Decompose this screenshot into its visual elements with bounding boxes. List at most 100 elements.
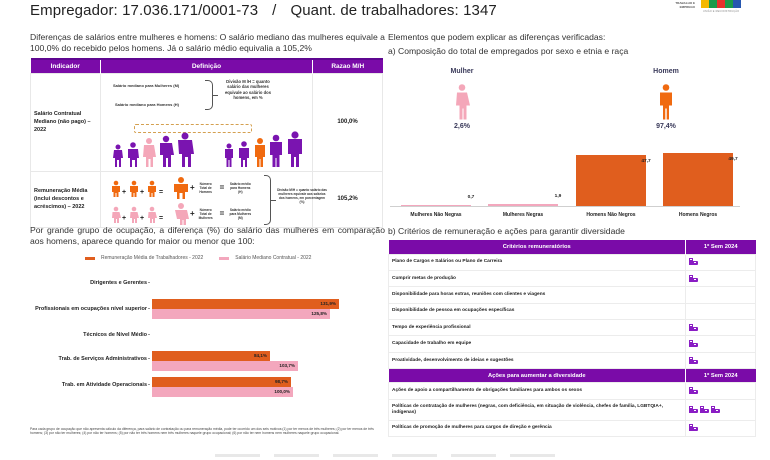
bar-median: 125,8% [152, 309, 330, 319]
criteria-label: Disponibilidade para horas extras, reuni… [388, 286, 686, 304]
category-label: Homens Não Negros [586, 212, 636, 218]
indicator-label: Remuneração Média (inclui descontos e ac… [30, 170, 101, 228]
table-row: Disponibilidade para horas extras, reuni… [388, 286, 756, 304]
ministry-text: TRABALHO E EMPREGO [675, 1, 695, 9]
svg-text:+: + [140, 215, 144, 222]
criteria-mark [685, 253, 756, 271]
median-men-label: Salário mediano para Homens (H) [115, 101, 180, 107]
header-definition: Definição [100, 58, 313, 73]
brasil-logo-icon [701, 0, 741, 8]
x-axis [390, 206, 740, 207]
women-percentage: 2,6% [454, 123, 470, 130]
workplace-building-icon [689, 356, 698, 364]
header-period: 1º Sem 2024 [685, 240, 756, 254]
table-row: Capacidade de trabalho em equipe [388, 335, 756, 353]
category-label: Mulheres Negras [502, 212, 544, 218]
plus-sign: + [190, 183, 195, 192]
criteria-label: Disponibilidade de pessoa em ocupações e… [388, 302, 686, 321]
women-avg-label: Salário médio para Mulheres (M) [229, 207, 252, 220]
table-row: Ações de apoio a compartilhamento de obr… [388, 382, 756, 400]
category-label: Profissionais em ocupações nível superio… [35, 306, 150, 312]
table-row: Políticas de contratação de mulheres (ne… [388, 398, 756, 421]
man-icon [660, 84, 672, 120]
indicator-table: Indicador Definição Razao M/H Salário Co… [30, 58, 383, 228]
men-percentage: 97,4% [656, 123, 676, 130]
median-highlight-box [134, 123, 252, 133]
indicator-label: Salário Contratual Mediano (não pago) – … [30, 72, 101, 172]
woman-icon [456, 84, 470, 120]
category-label: Mulheres Não Negras [410, 212, 462, 218]
employer-header: Empregador: 17.036.171/0001-73 / Quant. de… [30, 2, 497, 19]
header-indicator: Indicador [30, 58, 101, 73]
plus-sign: + [190, 209, 195, 218]
table-row: Políticas de promoção de mulheres para c… [388, 419, 756, 438]
criteria-label: Políticas de promoção de mulheres para c… [388, 419, 686, 438]
footer-faded-text [215, 454, 555, 459]
workplace-building-icon [711, 405, 720, 413]
criteria-label: Plano de Cargos e Salários ou Plano de C… [388, 253, 686, 271]
legend-item-median: Salário Mediano Contratual - 2022 [219, 255, 311, 261]
criteria-table: Critérios remuneratórios 1º Sem 2024 Pla… [388, 240, 756, 438]
table-row: Proatividade, desenvolvimento de ideias … [388, 351, 756, 370]
criteria-label: Cumprir metas de produção [388, 269, 686, 288]
bar-remuneration: 98,7% [152, 377, 291, 387]
workplace-building-icon [689, 323, 698, 331]
men-total-label: Número Total de Homens [199, 181, 212, 194]
criteria-label: Tempo de experiência profissional [388, 319, 686, 337]
legend-item-remuneration: Remuneração Média de Trabalhadores - 202… [85, 255, 203, 261]
definition-average: + + = + Número Total de Homens = Salário m… [100, 170, 327, 228]
workplace-building-icon [689, 405, 698, 413]
criteria-mark [685, 419, 756, 438]
criteria-label: Políticas de contratação de mulheres (ne… [388, 398, 686, 421]
woman-large-icon [175, 202, 189, 225]
men-formula: + + = + Número Total de Homens = Salário m… [111, 176, 252, 199]
criteria-subtitle: b) Critérios de remuneração e ações para… [388, 226, 625, 236]
division-explanation: Divisão M /H = quanto salário das mulher… [224, 78, 272, 101]
criteria-mark [685, 398, 756, 421]
brace-icon [205, 79, 218, 110]
category-label: Dirigentes e Gerentes [90, 280, 150, 286]
criteria-label: Proatividade, desenvolvimento de ideias … [388, 351, 686, 370]
government-logo: TRABALHO E EMPREGO UNIÃO E RECONSTRUÇÃO [665, 0, 765, 16]
workplace-building-icon [700, 405, 709, 413]
category-label: Trab. em Atividade Operacionais [62, 382, 150, 388]
employer-id: Empregador: 17.036.171/0001-73 [30, 2, 259, 19]
table-row: Salário Contratual Mediano (não pago) – … [30, 72, 383, 172]
table-row: Cumprir metas de produção [388, 269, 756, 288]
criteria-mark [685, 351, 756, 370]
svg-text:+: + [122, 189, 126, 196]
man-large-icon [174, 176, 188, 199]
table-row: Disponibilidade de pessoa em ocupações e… [388, 302, 756, 321]
header-diversity-actions: Ações para aumentar a diversidade [388, 368, 686, 383]
composition-subtitle: a) Composição do total de empregados por… [388, 46, 629, 56]
header-period: 1º Sem 2024 [685, 368, 756, 383]
bar-women-black: 1,9 [488, 194, 561, 206]
people-row-icon [113, 130, 302, 167]
worker-count: Quant. de trabalhadores: 1347 [290, 2, 497, 19]
workplace-building-icon [689, 424, 698, 432]
category-label: Técnicos de Nível Médio [83, 332, 150, 338]
bar-men-black: 49,7 [663, 153, 738, 206]
category-label: Trab. de Serviços Administrativos [59, 356, 150, 362]
brace-icon [264, 174, 276, 225]
men-avg-label: Salário médio para Homens (H) [229, 181, 251, 194]
workplace-building-icon [689, 387, 698, 395]
average-ratio-value: 105,2% [312, 170, 383, 228]
criteria-mark [685, 335, 756, 353]
equals-sign: = [219, 209, 225, 218]
svg-text:+: + [140, 189, 144, 196]
bar-men-non-black: 47,7 [576, 155, 651, 206]
svg-text:=: = [159, 215, 163, 222]
svg-text:+: + [122, 215, 126, 222]
occupation-bar-chart: Dirigentes e Gerentes Profissionais em o… [0, 270, 385, 420]
legend-swatch-orange [85, 256, 95, 260]
table-row: Tempo de experiência profissional [388, 319, 756, 337]
women-label: Mulher [450, 68, 474, 75]
criteria-label: Capacidade de trabalho em equipe [388, 335, 686, 353]
table-row: Remuneração Média (inclui descontos e ac… [30, 170, 383, 228]
table-row: Plano de Cargos e Salários ou Plano de C… [388, 253, 756, 271]
median-women-label: Salário mediano para Mulheres (M) [113, 82, 180, 88]
criteria-mark [685, 319, 756, 337]
workplace-building-icon [689, 258, 698, 266]
bar-median: 103,7% [152, 361, 298, 371]
